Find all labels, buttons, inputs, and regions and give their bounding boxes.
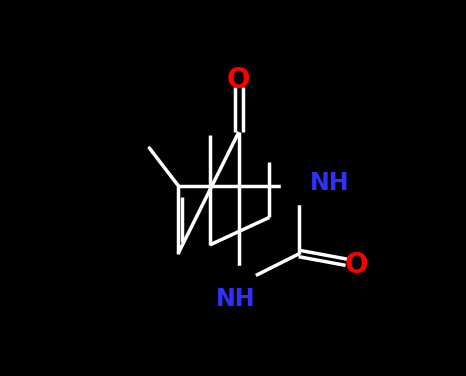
Text: NH: NH	[215, 287, 255, 311]
Text: NH: NH	[310, 171, 350, 195]
Text: O: O	[345, 251, 368, 279]
Text: O: O	[227, 66, 251, 94]
